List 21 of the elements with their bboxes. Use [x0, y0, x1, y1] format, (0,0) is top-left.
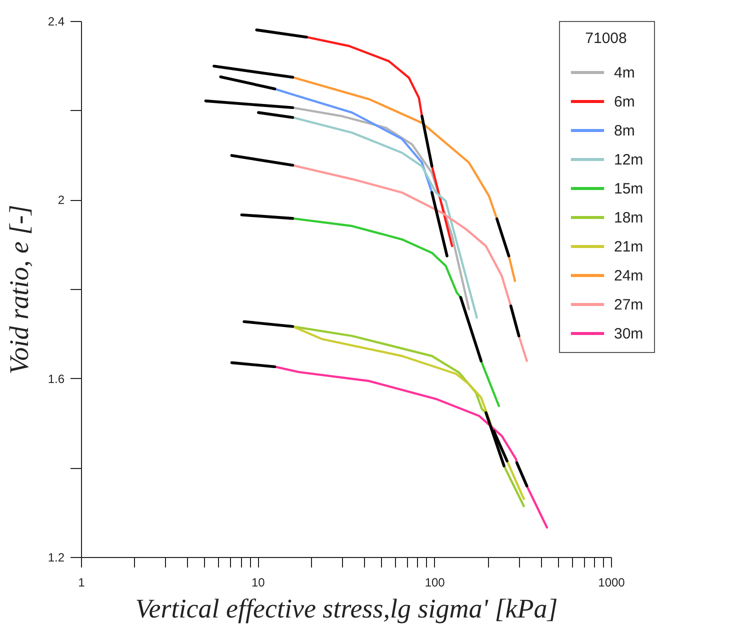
- x-tick-label: 1000: [598, 576, 626, 590]
- legend-label: 18m: [614, 210, 644, 226]
- legend-title: 71008: [585, 30, 627, 47]
- legend-label: 24m: [614, 268, 644, 284]
- y-tick-label: 1.6: [48, 372, 65, 386]
- legend-label: 15m: [614, 180, 644, 198]
- legend-label: 6m: [614, 94, 635, 110]
- legend-label: 4m: [614, 64, 635, 82]
- legend-label: 12m: [614, 152, 644, 168]
- legend-label: 27m: [614, 296, 644, 314]
- x-axis-title: Vertical effective stress,lg sigma' [kPa]: [135, 594, 558, 624]
- legend-label: 21m: [614, 238, 644, 256]
- y-tick-label: 1.2: [48, 550, 65, 564]
- x-tick-label: 10: [251, 576, 266, 590]
- x-tick-label: 1: [78, 576, 86, 590]
- x-tick-label: 100: [424, 576, 446, 590]
- y-tick-label: 2: [58, 193, 65, 208]
- y-axis-title: Void ratio, e [-]: [4, 204, 34, 374]
- legend-label: 30m: [614, 326, 644, 342]
- legend-label: 8m: [614, 122, 635, 140]
- y-tick-label: 2.4: [48, 14, 65, 28]
